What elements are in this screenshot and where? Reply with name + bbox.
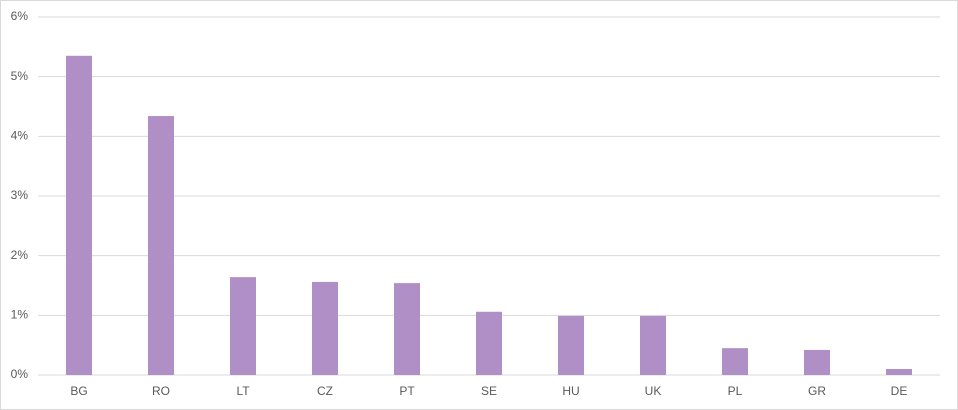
bar: [558, 315, 584, 375]
bar: [148, 116, 174, 376]
bar: [640, 315, 666, 375]
bar: [476, 311, 502, 375]
x-tick-label: DE: [891, 384, 908, 398]
y-tick-label: 1%: [11, 308, 29, 322]
x-tick-label: PT: [399, 384, 415, 398]
x-tick-label: GR: [808, 384, 826, 398]
bar: [312, 281, 338, 375]
x-tick-label: HU: [562, 384, 579, 398]
bar: [886, 369, 912, 375]
bar: [230, 277, 256, 375]
y-tick-label: 6%: [11, 9, 29, 23]
x-tick-label: UK: [645, 384, 662, 398]
y-tick-label: 4%: [11, 129, 29, 143]
x-tick-label: LT: [236, 384, 250, 398]
y-tick-label: 5%: [11, 69, 29, 83]
x-tick-label: SE: [481, 384, 497, 398]
bar: [804, 349, 830, 375]
y-tick-label: 2%: [11, 248, 29, 262]
bar: [394, 283, 420, 375]
y-tick-label: 0%: [11, 367, 29, 381]
x-tick-label: BG: [70, 384, 87, 398]
bar: [722, 348, 748, 375]
x-tick-label: PL: [728, 384, 743, 398]
bar: [66, 55, 92, 376]
y-tick-label: 3%: [11, 188, 29, 202]
x-tick-label: RO: [152, 384, 170, 398]
x-tick-label: CZ: [317, 384, 333, 398]
